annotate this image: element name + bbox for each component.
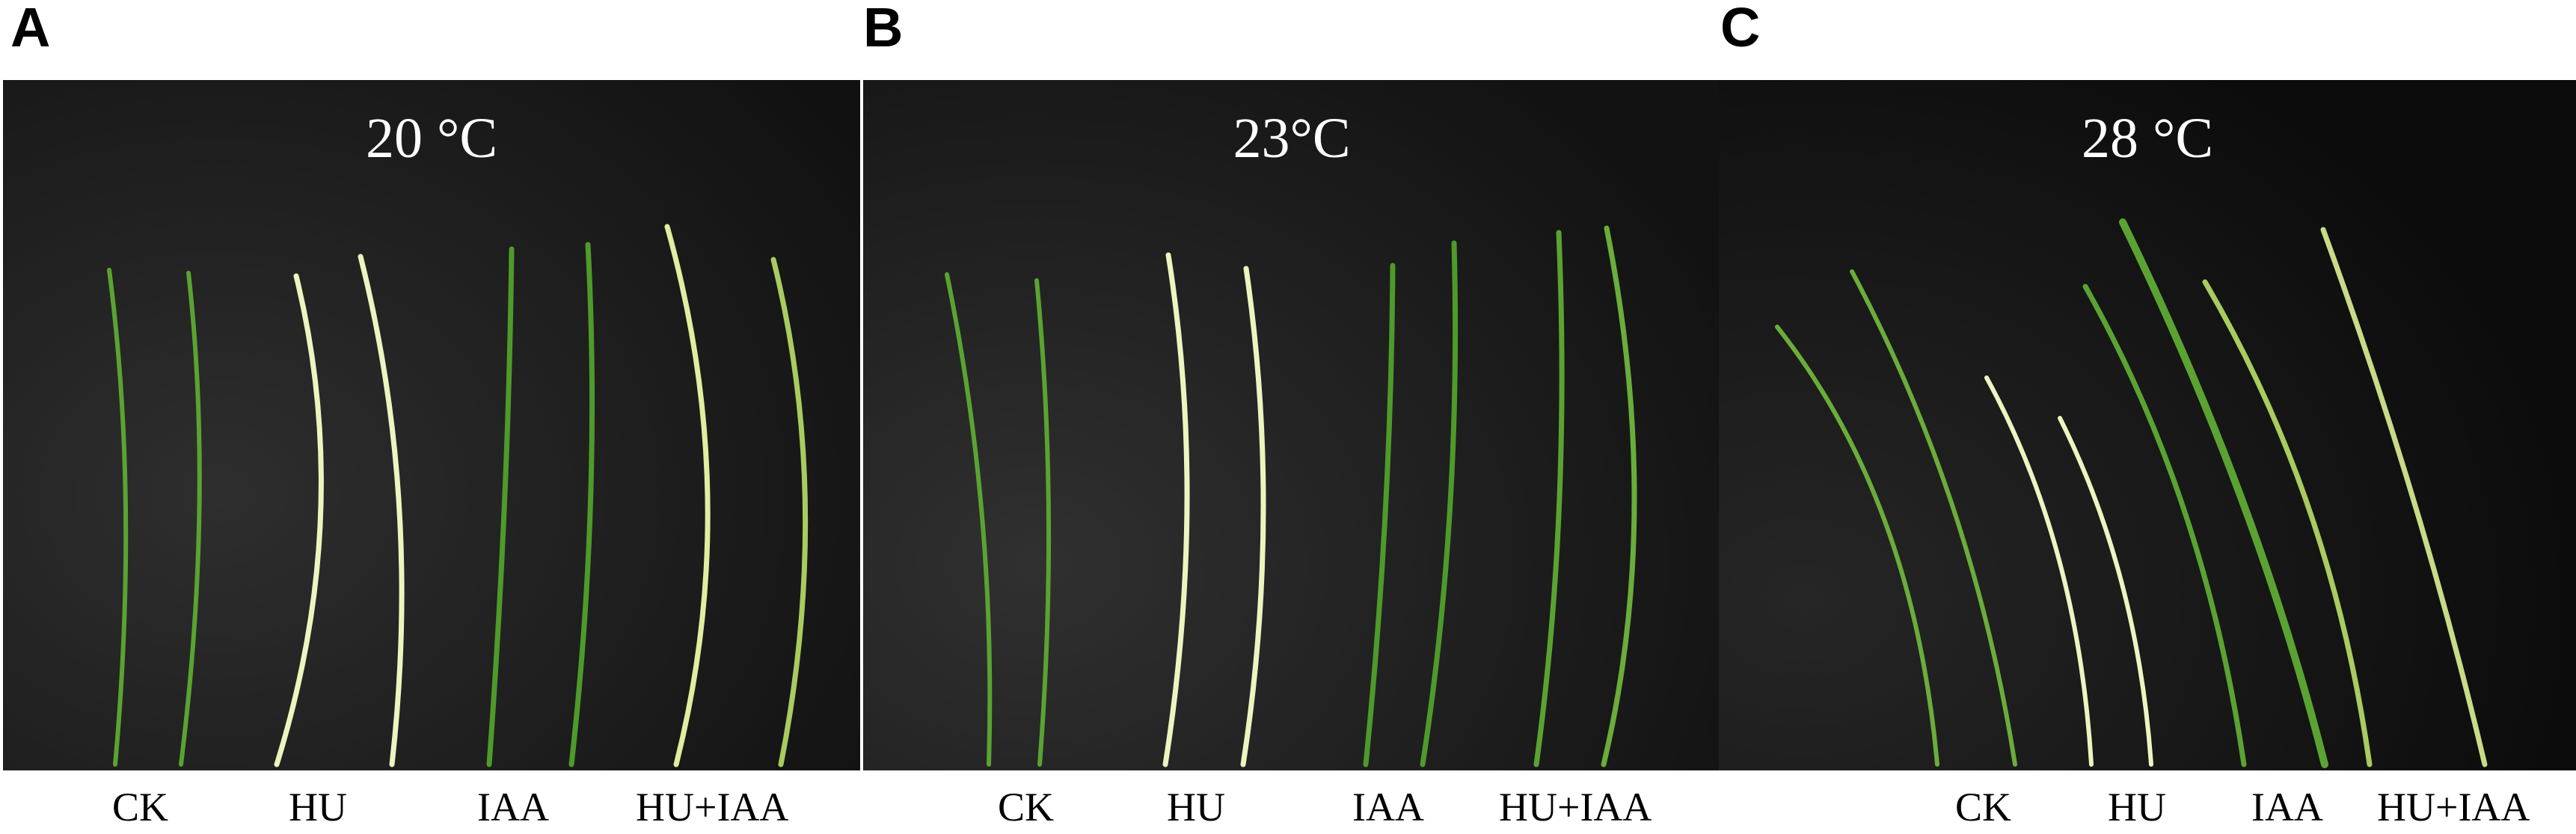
seedling-photo-c: [1719, 80, 2576, 770]
leaf-iaa-2: [2119, 218, 2328, 768]
leaf-hu-1: [1162, 252, 1190, 767]
label-c-hu: HU: [2108, 785, 2166, 830]
leaf-iaa-1: [2082, 283, 2247, 767]
leaf-huiaa-2: [1601, 225, 1637, 767]
label-a-ck: CK: [112, 785, 169, 830]
temperature-label-a: 20 °C: [365, 107, 498, 170]
label-b-iaa: IAA: [1352, 785, 1424, 830]
label-c-ck: CK: [1955, 785, 2012, 830]
label-a-iaa: IAA: [477, 785, 549, 830]
label-b-ck: CK: [998, 785, 1055, 830]
panel-letter-b: B: [863, 0, 904, 58]
leaf-huiaa-1: [2202, 279, 2373, 767]
panel-letter-c: C: [1720, 0, 1761, 58]
leaf-hu-2: [1240, 266, 1266, 767]
photo-panel-b: 23°C: [863, 80, 1720, 770]
panel-letter-a: A: [10, 0, 51, 58]
leaf-ck-1: [945, 272, 993, 767]
seedling-photo-b: [863, 80, 1720, 770]
leaf-hu-1: [1984, 375, 2094, 767]
photo-panel-a: 20 °C: [3, 80, 860, 770]
leaf-ck-2: [1850, 269, 2017, 767]
leaf-ck-2: [1034, 278, 1052, 767]
label-b-hu: HU: [1167, 785, 1225, 830]
leaf-ck-1: [107, 268, 129, 767]
label-b-huiaa: HU+IAA: [1499, 785, 1652, 830]
leaf-iaa-2: [568, 242, 595, 767]
temperature-label-b: 23°C: [1233, 107, 1351, 170]
leaf-iaa-2: [1420, 240, 1459, 767]
leaf-ck-1: [1775, 325, 1939, 767]
leaf-hu-2: [358, 254, 405, 767]
leaf-huiaa-1: [664, 224, 711, 767]
photo-panel-c: 28 °C: [1719, 80, 2576, 770]
temperature-label-c: 28 °C: [2081, 107, 2214, 170]
leaf-huiaa-2: [2320, 227, 2488, 767]
leaf-hu-1: [274, 273, 324, 767]
label-c-iaa: IAA: [2251, 785, 2323, 830]
leaf-hu-2: [2058, 416, 2153, 767]
leaf-iaa-1: [1363, 263, 1396, 767]
leaf-huiaa-1: [1533, 230, 1565, 767]
label-c-huiaa: HU+IAA: [2377, 785, 2530, 830]
label-a-huiaa: HU+IAA: [636, 785, 789, 830]
leaf-huiaa-2: [770, 257, 809, 767]
seedling-photo-a: [3, 80, 860, 770]
leaf-iaa-1: [486, 246, 515, 767]
leaf-ck-2: [179, 271, 202, 767]
label-a-hu: HU: [289, 785, 347, 830]
